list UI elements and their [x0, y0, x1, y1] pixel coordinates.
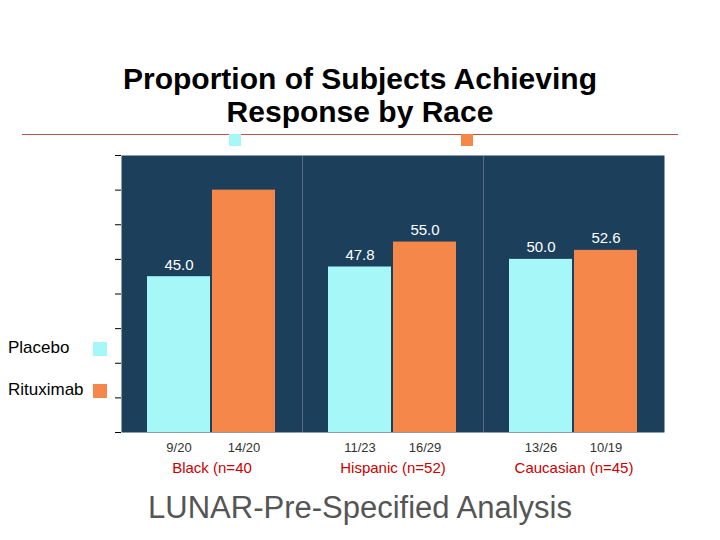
svg-text:13/26: 13/26 — [525, 440, 558, 455]
html-text:Placebo: Placebo — [8, 338, 70, 357]
svg-text:11/23: 11/23 — [344, 440, 376, 455]
svg-text:Caucasian (n=45): Caucasian (n=45) — [515, 459, 634, 476]
html-text:Proportion of Subjects Achievi: Proportion of Subjects Achieving Respons… — [123, 62, 597, 128]
svg-text:9/20: 9/20 — [166, 440, 191, 455]
svg-text:14/20: 14/20 — [228, 440, 261, 455]
svg-text:Black (n=40: Black (n=40 — [172, 459, 252, 476]
svg-text:52.6: 52.6 — [591, 229, 620, 246]
svg-text:45.0: 45.0 — [164, 255, 193, 272]
html-text:Rituximab: Rituximab — [8, 380, 84, 399]
svg-text:Hispanic (n=52): Hispanic (n=52) — [340, 459, 445, 476]
svg-text:55.0: 55.0 — [410, 221, 439, 238]
svg-text:10/19: 10/19 — [590, 440, 623, 455]
svg-text:47.8: 47.8 — [345, 246, 374, 263]
html-text:LUNAR-Pre-Specified Analysis: LUNAR-Pre-Specified Analysis — [148, 490, 572, 525]
svg-text:50.0: 50.0 — [526, 238, 555, 255]
svg-text:16/29: 16/29 — [409, 440, 442, 455]
